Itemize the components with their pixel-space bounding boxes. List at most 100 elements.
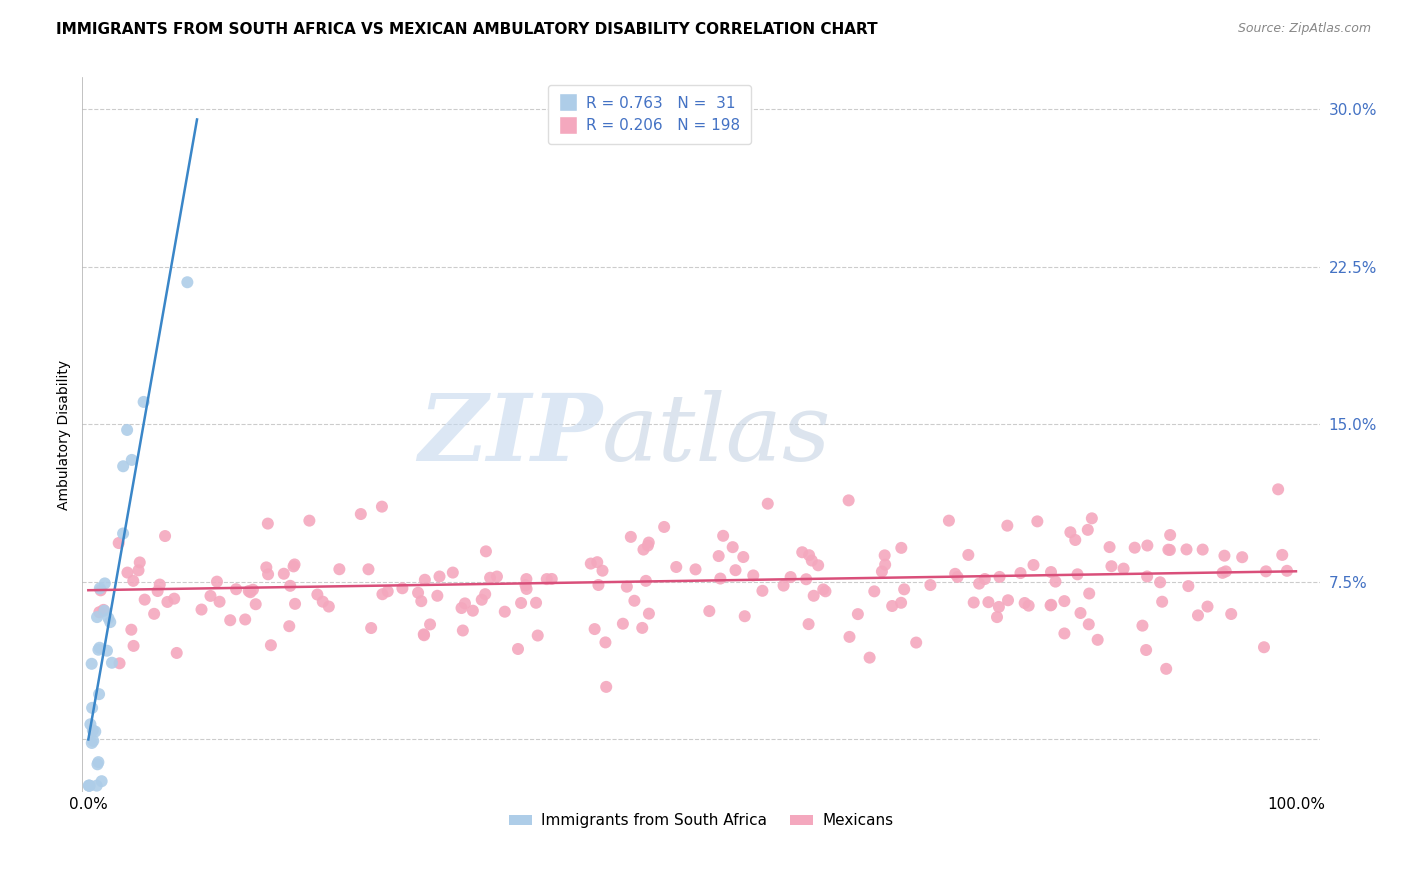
Point — [733, 549, 755, 564]
Point — [526, 628, 548, 642]
Point — [1087, 632, 1109, 647]
Point — [515, 572, 537, 586]
Point — [156, 595, 179, 609]
Point — [205, 574, 228, 589]
Point — [233, 612, 256, 626]
Point — [411, 594, 433, 608]
Point — [371, 587, 394, 601]
Point — [225, 582, 247, 597]
Point — [540, 572, 562, 586]
Point — [82, 701, 104, 715]
Point — [1045, 574, 1067, 589]
Point — [797, 548, 820, 562]
Point — [665, 560, 688, 574]
Point — [973, 572, 995, 586]
Point — [98, 615, 121, 629]
Point — [256, 516, 278, 531]
Point — [84, 724, 107, 739]
Point — [988, 570, 1011, 584]
Point — [1078, 586, 1101, 600]
Point — [1026, 515, 1049, 529]
Point — [82, 734, 104, 748]
Point — [685, 562, 707, 576]
Point — [1069, 606, 1091, 620]
Point — [890, 541, 912, 555]
Point — [260, 638, 283, 652]
Point — [963, 595, 986, 609]
Point — [838, 630, 860, 644]
Point — [631, 621, 654, 635]
Point — [1018, 599, 1040, 613]
Point — [273, 566, 295, 581]
Point — [863, 584, 886, 599]
Point — [1053, 594, 1076, 608]
Point — [471, 592, 494, 607]
Point — [450, 601, 472, 615]
Point — [623, 593, 645, 607]
Point — [1081, 511, 1104, 525]
Point — [756, 497, 779, 511]
Point — [890, 596, 912, 610]
Point — [371, 500, 394, 514]
Point — [1215, 565, 1237, 579]
Point — [592, 564, 614, 578]
Point — [1275, 564, 1298, 578]
Point — [838, 493, 860, 508]
Point — [475, 544, 498, 558]
Point — [149, 577, 172, 591]
Text: ZIP: ZIP — [418, 390, 602, 480]
Point — [1132, 618, 1154, 632]
Point — [634, 574, 657, 588]
Point — [814, 584, 837, 599]
Point — [742, 568, 765, 582]
Point — [89, 582, 111, 596]
Point — [967, 576, 990, 591]
Point — [794, 572, 817, 586]
Point — [454, 596, 477, 610]
Point — [115, 423, 138, 437]
Point — [977, 595, 1000, 609]
Point — [1187, 608, 1209, 623]
Point — [986, 610, 1008, 624]
Point — [242, 582, 264, 597]
Point — [1254, 565, 1277, 579]
Point — [1010, 566, 1032, 580]
Point — [82, 723, 104, 738]
Point — [419, 617, 441, 632]
Point — [79, 779, 101, 793]
Point — [239, 585, 262, 599]
Point — [190, 602, 212, 616]
Point — [800, 553, 823, 567]
Text: IMMIGRANTS FROM SOUTH AFRICA VS MEXICAN AMBULATORY DISABILITY CORRELATION CHART: IMMIGRANTS FROM SOUTH AFRICA VS MEXICAN … — [56, 22, 877, 37]
Point — [89, 605, 111, 619]
Point — [595, 635, 617, 649]
Point — [846, 607, 869, 621]
Point — [1064, 533, 1087, 547]
Point — [90, 583, 112, 598]
Point — [1191, 542, 1213, 557]
Point — [451, 624, 474, 638]
Point — [873, 549, 896, 563]
Point — [86, 757, 108, 772]
Point — [97, 611, 120, 625]
Point — [107, 536, 129, 550]
Point — [176, 275, 198, 289]
Point — [1112, 561, 1135, 575]
Point — [254, 560, 277, 574]
Point — [1053, 626, 1076, 640]
Point — [751, 583, 773, 598]
Point — [200, 589, 222, 603]
Point — [413, 628, 436, 642]
Point — [122, 639, 145, 653]
Point — [637, 535, 659, 549]
Point — [121, 453, 143, 467]
Point — [112, 459, 135, 474]
Point — [1175, 542, 1198, 557]
Point — [1267, 483, 1289, 497]
Point — [721, 540, 744, 554]
Point — [238, 584, 260, 599]
Point — [93, 603, 115, 617]
Point — [875, 558, 897, 572]
Point — [792, 545, 814, 559]
Point — [108, 657, 131, 671]
